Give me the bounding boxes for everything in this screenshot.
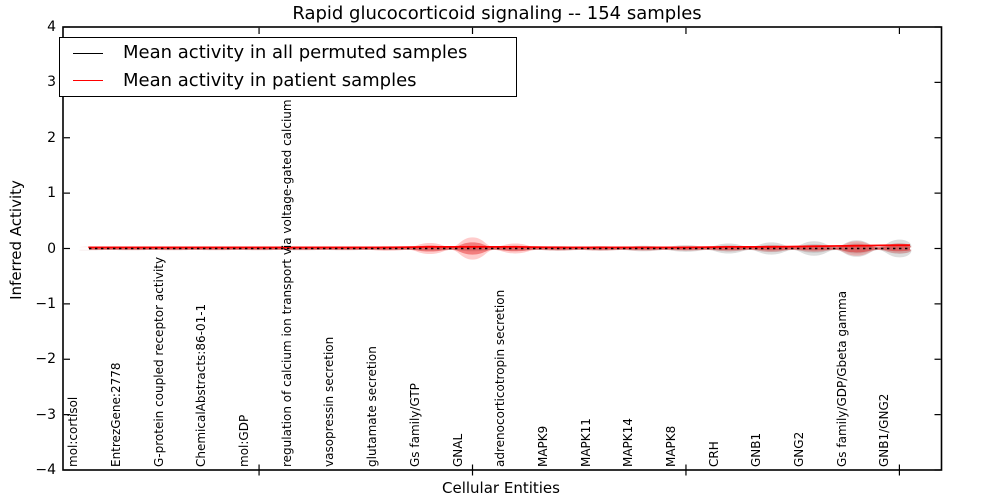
x-category-label: Gs family/GDP/Gbeta gamma — [834, 290, 849, 467]
y-tick-label: 0 — [47, 240, 56, 257]
y-tick-label: −3 — [35, 406, 56, 423]
x-category-label: Gs family/GTP — [407, 383, 422, 467]
y-tick-label: 4 — [47, 19, 56, 35]
x-category-label: MAPK9 — [535, 425, 550, 467]
x-category-label: regulation of calcium ion transport via … — [279, 48, 294, 467]
legend-line-red-icon — [73, 80, 103, 82]
axes-frame — [62, 26, 943, 471]
x-category-label: MAPK8 — [663, 425, 678, 467]
x-category-label: glutamate secretion — [365, 346, 380, 467]
x-category-label: MAPK11 — [578, 418, 593, 467]
legend: Mean activity in all permuted samples Me… — [59, 37, 517, 97]
x-category-label: GNG2 — [792, 431, 807, 467]
permuted-violin-inner — [78, 243, 912, 254]
legend-line-black-icon — [73, 52, 103, 54]
x-category-label: GNB1 — [749, 432, 764, 467]
x-category-label: EntrezGene:2778 — [108, 362, 123, 468]
chart-title: Rapid glucocorticoid signaling -- 154 sa… — [292, 3, 702, 24]
legend-label-patient: Mean activity in patient samples — [123, 69, 417, 91]
x-category-label: GNB1/GNG2 — [877, 393, 892, 467]
x-category-label: GNAL — [450, 433, 465, 467]
y-tick-label: 1 — [47, 185, 56, 202]
legend-label-permuted: Mean activity in all permuted samples — [123, 42, 468, 64]
y-tick-label: −1 — [35, 295, 56, 312]
x-category-label: ChemicalAbstracts:86-01-1 — [194, 303, 209, 467]
patient-violin-inner — [78, 242, 912, 255]
x-category-label: G-protein coupled receptor activity — [151, 256, 166, 467]
patient-violin-outer — [78, 237, 912, 260]
x-category-label: mol:cortisol — [66, 396, 81, 467]
x-axis-label: Cellular Entities — [442, 479, 560, 497]
legend-entry-patient: Mean activity in patient samples — [60, 69, 516, 93]
x-category-label: MAPK14 — [621, 418, 636, 467]
patient-mean-line — [88, 244, 910, 249]
x-category-label: vasopressin secretion — [322, 336, 337, 467]
y-tick-label: −4 — [35, 462, 56, 478]
y-tick-label: 2 — [47, 129, 56, 146]
x-category-label: CRH — [706, 441, 721, 467]
legend-entry-permuted: Mean activity in all permuted samples — [60, 41, 516, 65]
y-tick-label: 3 — [47, 74, 56, 91]
permuted-violin-outer — [78, 239, 912, 258]
x-category-label: adrenocorticotropin secretion — [493, 289, 508, 467]
x-category-label: mol:GDP — [237, 414, 252, 467]
y-tick-label: −2 — [35, 351, 56, 368]
